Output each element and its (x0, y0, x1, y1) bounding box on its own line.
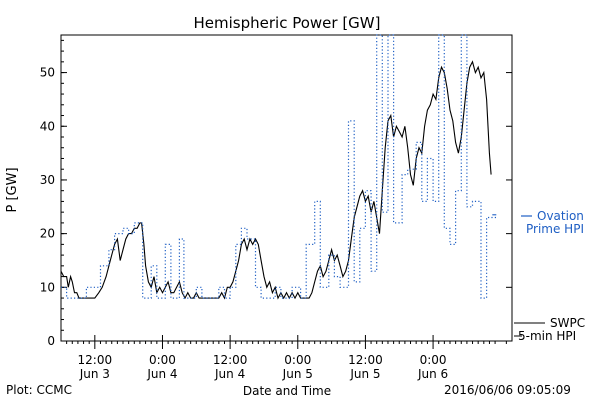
legend-ovation-line1: Ovation (537, 209, 584, 223)
x-tick-date: Jun 3 (79, 367, 110, 381)
legend-swpc-label: SWPC (550, 316, 585, 330)
x-tick-time: 12:00 (78, 353, 113, 367)
y-tick-label: 50 (40, 66, 55, 80)
y-tick-label: 0 (47, 334, 55, 348)
series-swpc (60, 60, 492, 300)
legend-ovation-line2: Prime HPI (526, 222, 584, 236)
x-tick-time: 0:00 (284, 353, 311, 367)
chart-title: Hemispheric Power [GW] (194, 14, 381, 32)
series-layer (60, 34, 498, 300)
y-axis: 0 10 20 30 40 50 (40, 39, 512, 348)
y-tick-label: 10 (40, 280, 55, 294)
series-5-min-hpi (61, 34, 498, 299)
plot-credit: Plot: CCMC (6, 383, 72, 397)
timestamp: 2016/06/06 09:05:09 (444, 383, 571, 397)
x-tick-time: 0:00 (149, 353, 176, 367)
y-tick-label: 30 (40, 173, 55, 187)
x-tick-date: Jun 6 (417, 367, 448, 381)
x-tick-time: 12:00 (348, 353, 383, 367)
x-tick-time: 12:00 (213, 353, 248, 367)
y-tick-label: 20 (40, 227, 55, 241)
x-tick-date: Jun 4 (214, 367, 245, 381)
x-tick-date: Jun 5 (349, 367, 380, 381)
y-tick-label: 40 (40, 119, 55, 133)
y-axis-label: P [GW] (5, 167, 20, 212)
x-tick-time: 0:00 (420, 353, 447, 367)
x-tick-date: Jun 5 (282, 367, 313, 381)
x-tick-date: Jun 4 (146, 367, 177, 381)
legend-hpi-label: 5-min HPI (518, 329, 576, 343)
x-axis-label: Date and Time (243, 384, 331, 398)
